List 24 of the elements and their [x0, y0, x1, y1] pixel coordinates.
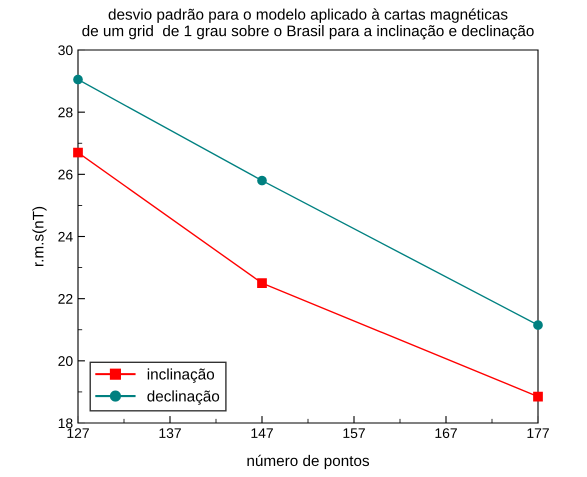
y-tick-label: 18	[58, 418, 73, 428]
y-tick-label: 26	[58, 170, 73, 180]
x-tick-label: 127	[67, 428, 89, 438]
x-tick-label: 177	[527, 428, 549, 438]
y-tick-label: 28	[58, 108, 73, 118]
point	[533, 392, 543, 402]
y-tick-label: 20	[58, 356, 73, 366]
y-axis-title: r.m.s(nT)	[32, 206, 47, 266]
x-axis-title: número de pontos	[247, 454, 370, 470]
point	[257, 278, 267, 288]
x-tick-label: 147	[251, 428, 273, 438]
x-tick-label: 167	[435, 428, 457, 438]
point	[533, 320, 543, 330]
point	[73, 148, 83, 158]
x-tick-label: 157	[343, 428, 365, 438]
legend-label: declinação	[147, 390, 220, 405]
point	[257, 176, 267, 186]
y-tick-label: 30	[58, 45, 73, 56]
x-tick-label: 137	[159, 428, 181, 438]
y-tick-label: 24	[58, 232, 73, 242]
point	[73, 74, 83, 84]
y-tick-label: 22	[58, 294, 72, 304]
legend-label: inclinação	[148, 368, 214, 383]
chart-title: desvio padrão para o modelo aplicado à cartas magnéticas de um grid de 1 grau sobre o Brasil para a inclinação e declinação	[82, 8, 534, 40]
